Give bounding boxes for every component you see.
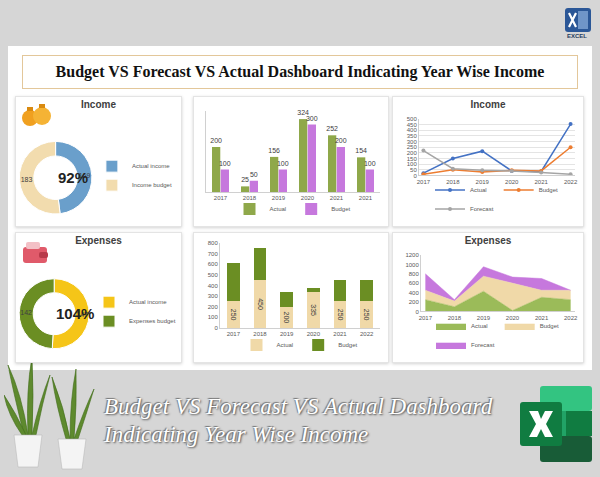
svg-text:100: 100: [208, 314, 219, 320]
svg-text:92%: 92%: [58, 169, 88, 186]
svg-text:0: 0: [214, 325, 218, 331]
svg-text:800: 800: [208, 240, 219, 246]
svg-text:1000: 1000: [405, 262, 419, 268]
svg-text:100: 100: [219, 160, 231, 167]
svg-text:50: 50: [250, 171, 258, 178]
svg-text:Income: Income: [470, 99, 505, 110]
svg-text:200: 200: [210, 137, 222, 144]
svg-text:Actual income: Actual income: [129, 299, 167, 305]
svg-text:400: 400: [407, 127, 418, 133]
svg-text:2020: 2020: [506, 315, 520, 321]
svg-text:252: 252: [326, 125, 338, 132]
svg-text:2018: 2018: [446, 179, 460, 185]
svg-text:700: 700: [208, 251, 219, 257]
svg-text:2022: 2022: [564, 315, 578, 321]
svg-text:Forecast: Forecast: [470, 206, 494, 212]
svg-text:2022: 2022: [564, 179, 578, 185]
svg-text:2020: 2020: [301, 195, 315, 201]
svg-text:200: 200: [335, 137, 347, 144]
svg-text:500: 500: [208, 272, 219, 278]
svg-text:25: 25: [241, 176, 249, 183]
svg-text:2017: 2017: [419, 315, 433, 321]
svg-text:Budget: Budget: [539, 187, 558, 193]
svg-text:2020: 2020: [307, 331, 321, 337]
svg-text:2017: 2017: [227, 331, 241, 337]
svg-text:300: 300: [407, 139, 418, 145]
svg-text:169: 169: [79, 172, 91, 179]
svg-text:Expenses budget: Expenses budget: [129, 318, 176, 324]
svg-text:2019: 2019: [477, 315, 491, 321]
svg-text:2017: 2017: [417, 179, 431, 185]
svg-text:50: 50: [410, 167, 417, 173]
svg-text:2021: 2021: [534, 179, 548, 185]
svg-text:300: 300: [306, 115, 318, 122]
svg-text:Expenses: Expenses: [465, 235, 512, 246]
svg-text:104%: 104%: [56, 305, 94, 322]
svg-text:2018: 2018: [253, 331, 267, 337]
svg-text:150: 150: [407, 156, 418, 162]
svg-text:154: 154: [355, 147, 367, 154]
svg-text:324: 324: [297, 109, 309, 116]
svg-text:300: 300: [208, 293, 219, 299]
svg-text:100: 100: [364, 160, 376, 167]
svg-text:450: 450: [407, 122, 418, 128]
svg-text:Actual income: Actual income: [132, 163, 170, 169]
svg-text:Budget: Budget: [331, 206, 350, 212]
svg-text:142: 142: [20, 309, 32, 316]
svg-text:Expenses: Expenses: [75, 235, 122, 246]
svg-text:2021: 2021: [333, 331, 347, 337]
svg-text:2019: 2019: [280, 331, 294, 337]
svg-text:183: 183: [21, 176, 33, 183]
svg-text:200: 200: [283, 311, 290, 323]
svg-text:100: 100: [407, 161, 418, 167]
html-text:Indicating Year Wise Income: Indicating Year Wise Income: [104, 422, 369, 447]
svg-text:1200: 1200: [405, 252, 419, 258]
svg-text:0: 0: [413, 173, 417, 179]
svg-text:Income budget: Income budget: [132, 182, 172, 188]
svg-text:2021: 2021: [359, 195, 373, 201]
svg-text:Actual: Actual: [277, 342, 294, 348]
svg-text:800: 800: [409, 271, 420, 277]
html-text:Budget VS Forecast VS Actual D: Budget VS Forecast VS Actual Dashboard: [104, 394, 493, 419]
svg-text:250: 250: [230, 309, 237, 321]
svg-text:2022: 2022: [360, 331, 374, 337]
svg-text:500: 500: [407, 116, 418, 122]
svg-text:Actual: Actual: [270, 206, 287, 212]
svg-text:0: 0: [415, 309, 419, 315]
html-text:Budget VS Forecast VS Actual D: Budget VS Forecast VS Actual Dashboard I…: [55, 63, 545, 80]
svg-text:Budget: Budget: [540, 323, 559, 329]
svg-text:147: 147: [76, 311, 88, 318]
svg-text:350: 350: [407, 133, 418, 139]
html-text:EXCEL: EXCEL: [567, 33, 587, 39]
svg-text:400: 400: [409, 290, 420, 296]
svg-text:2020: 2020: [505, 179, 519, 185]
svg-text:600: 600: [208, 261, 219, 267]
svg-text:200: 200: [208, 304, 219, 310]
svg-text:Income: Income: [81, 99, 116, 110]
svg-text:250: 250: [363, 309, 370, 321]
svg-text:600: 600: [409, 280, 420, 286]
svg-text:200: 200: [407, 150, 418, 156]
svg-text:450: 450: [257, 298, 264, 310]
svg-text:250: 250: [337, 309, 344, 321]
svg-text:156: 156: [268, 147, 280, 154]
svg-text:400: 400: [208, 283, 219, 289]
svg-text:250: 250: [407, 144, 418, 150]
svg-text:2019: 2019: [476, 179, 490, 185]
svg-text:Actual: Actual: [471, 323, 488, 329]
svg-text:2021: 2021: [330, 195, 344, 201]
svg-text:200: 200: [409, 299, 420, 305]
svg-text:2019: 2019: [272, 195, 286, 201]
svg-text:Actual: Actual: [470, 187, 487, 193]
svg-text:Forecast: Forecast: [471, 342, 495, 348]
svg-text:2017: 2017: [214, 195, 228, 201]
svg-text:Budget: Budget: [338, 342, 357, 348]
svg-text:335: 335: [310, 304, 317, 316]
svg-text:2018: 2018: [448, 315, 462, 321]
svg-text:100: 100: [277, 160, 289, 167]
svg-text:2021: 2021: [535, 315, 549, 321]
svg-text:2018: 2018: [243, 195, 257, 201]
